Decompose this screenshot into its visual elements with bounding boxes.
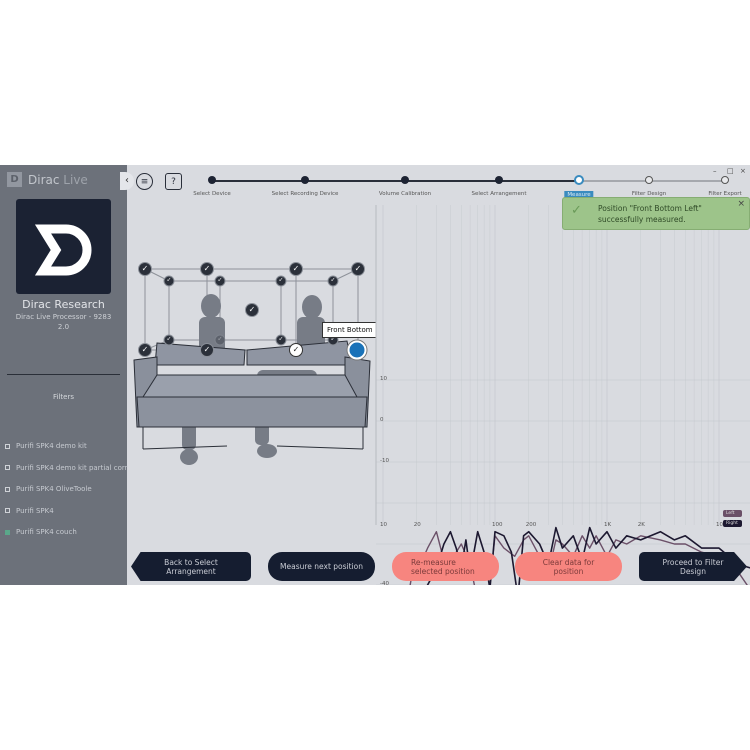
- filter-label: Purifi SPK4 OliveToole: [16, 485, 92, 493]
- speaker-position-node[interactable]: ✓: [200, 262, 214, 276]
- dirac-live-window: D Dirac Live Dirac Research Dirac Live P…: [0, 165, 750, 585]
- speaker-position-node[interactable]: [347, 340, 367, 360]
- y-tick-label: 10: [380, 376, 387, 382]
- progress-done-line: [212, 180, 579, 182]
- filter-checkbox[interactable]: [5, 508, 10, 513]
- divider: [7, 374, 120, 375]
- x-tick-label: 200: [525, 522, 537, 528]
- x-tick-label: 10: [380, 522, 387, 528]
- remeasure-button[interactable]: Re-measure selected position: [392, 552, 499, 581]
- step-label[interactable]: Select Recording Device: [271, 191, 339, 197]
- speaker-position-node[interactable]: ✓: [163, 275, 175, 287]
- speaker-position-node[interactable]: ✓: [289, 262, 303, 276]
- plot-area: [376, 205, 750, 525]
- legend-right[interactable]: Right: [723, 520, 742, 527]
- step-marker[interactable]: [301, 176, 309, 184]
- filter-label: Purifi SPK4: [16, 506, 54, 515]
- filter-item[interactable]: Purifi SPK4 OliveToole: [5, 485, 92, 493]
- speaker-position-node[interactable]: ✓: [138, 343, 152, 357]
- filter-item[interactable]: Purifi SPK4 demo kit: [5, 442, 87, 450]
- speaker-position-node[interactable]: ✓: [351, 262, 365, 276]
- step-label[interactable]: Volume Calibration: [378, 191, 432, 197]
- org-name: Dirac Research: [22, 298, 105, 311]
- help-button[interactable]: ?: [165, 173, 182, 190]
- close-window-button[interactable]: ×: [740, 167, 746, 175]
- speaker-position-node[interactable]: ✓: [138, 262, 152, 276]
- x-tick-label: 100: [492, 522, 503, 528]
- speaker-position-node[interactable]: ✓: [163, 334, 175, 346]
- step-marker[interactable]: [721, 176, 729, 184]
- speaker-position-node[interactable]: ✓: [245, 303, 259, 317]
- step-marker[interactable]: [495, 176, 503, 184]
- filters-title: Filters: [53, 393, 74, 401]
- x-tick-label: 2K: [637, 522, 645, 528]
- step-label[interactable]: Filter Export: [708, 191, 742, 197]
- app-brand: D Dirac Live: [7, 172, 88, 187]
- menu-button[interactable]: ≡: [136, 173, 153, 190]
- filter-item[interactable]: Purifi SPK4 couch: [5, 528, 77, 536]
- step-label[interactable]: Select Arrangement: [471, 191, 527, 197]
- filter-label: Purifi SPK4 couch: [16, 528, 77, 536]
- x-tick-label: 10K: [716, 522, 727, 528]
- legend-left[interactable]: Left: [723, 510, 742, 517]
- speaker-position-node[interactable]: ✓: [289, 343, 303, 357]
- proceed-button[interactable]: Proceed to Filter Design: [639, 552, 747, 581]
- success-toast: ✓ Position "Front Bottom Left" successfu…: [562, 197, 750, 230]
- measure-next-button[interactable]: Measure next position: [268, 552, 375, 581]
- step-marker[interactable]: [645, 176, 653, 184]
- toast-close-button[interactable]: ×: [737, 199, 745, 209]
- speaker-position-node[interactable]: ✓: [214, 275, 226, 287]
- speaker-position-node[interactable]: ✓: [214, 334, 226, 346]
- speaker-position-node[interactable]: ✓: [200, 343, 214, 357]
- y-tick-label: -10: [380, 458, 389, 464]
- help-icon: ?: [171, 176, 176, 187]
- speaker-position-node[interactable]: ✓: [275, 334, 287, 346]
- collapse-sidebar-button[interactable]: ‹: [120, 172, 134, 190]
- step-marker[interactable]: [208, 176, 216, 184]
- step-marker[interactable]: [574, 175, 584, 185]
- filter-checkbox[interactable]: [5, 486, 10, 492]
- y-tick-label: -40: [380, 581, 389, 585]
- filter-checkbox[interactable]: [5, 465, 10, 470]
- speaker-position-node[interactable]: ✓: [327, 275, 339, 287]
- speaker-position-node[interactable]: ✓: [275, 275, 287, 287]
- sidebar: D Dirac Live Dirac Research Dirac Live P…: [0, 165, 128, 585]
- maximize-button[interactable]: □: [727, 167, 734, 175]
- x-tick-label: 20: [413, 522, 421, 528]
- step-marker[interactable]: [401, 176, 409, 184]
- back-button[interactable]: Back to Select Arrangement: [131, 552, 251, 581]
- step-label[interactable]: Measure: [564, 191, 594, 199]
- menu-icon: ≡: [140, 176, 149, 187]
- check-icon: ✓: [571, 203, 582, 218]
- device-name: Dirac Live Processor - 9283: [15, 313, 112, 321]
- brand-live: Live: [63, 172, 88, 187]
- version: 2.0: [57, 323, 70, 331]
- x-tick-label: 1K: [604, 522, 612, 528]
- filter-item[interactable]: Purifi SPK4: [5, 507, 54, 515]
- minimize-button[interactable]: –: [713, 167, 717, 175]
- filter-label: Purifi SPK4 demo kit partial corr: [16, 463, 128, 472]
- clear-data-button[interactable]: Clear data for position: [515, 552, 622, 581]
- filter-checkbox[interactable]: [5, 443, 10, 449]
- filter-item[interactable]: Purifi SPK4 demo kit partial corr: [5, 464, 128, 472]
- dirac-logo: [16, 199, 111, 294]
- toast-message: Position "Front Bottom Left" successfull…: [598, 204, 702, 224]
- filter-checkbox[interactable]: [5, 529, 10, 535]
- step-label[interactable]: Filter Design: [631, 191, 667, 197]
- dirac-icon: D: [7, 172, 22, 187]
- filter-label: Purifi SPK4 demo kit: [16, 442, 87, 450]
- step-label[interactable]: Select Device: [193, 191, 231, 197]
- y-tick-label: 0: [380, 417, 384, 423]
- frequency-response-chart: [375, 205, 750, 585]
- brand-name: Dirac: [28, 172, 60, 187]
